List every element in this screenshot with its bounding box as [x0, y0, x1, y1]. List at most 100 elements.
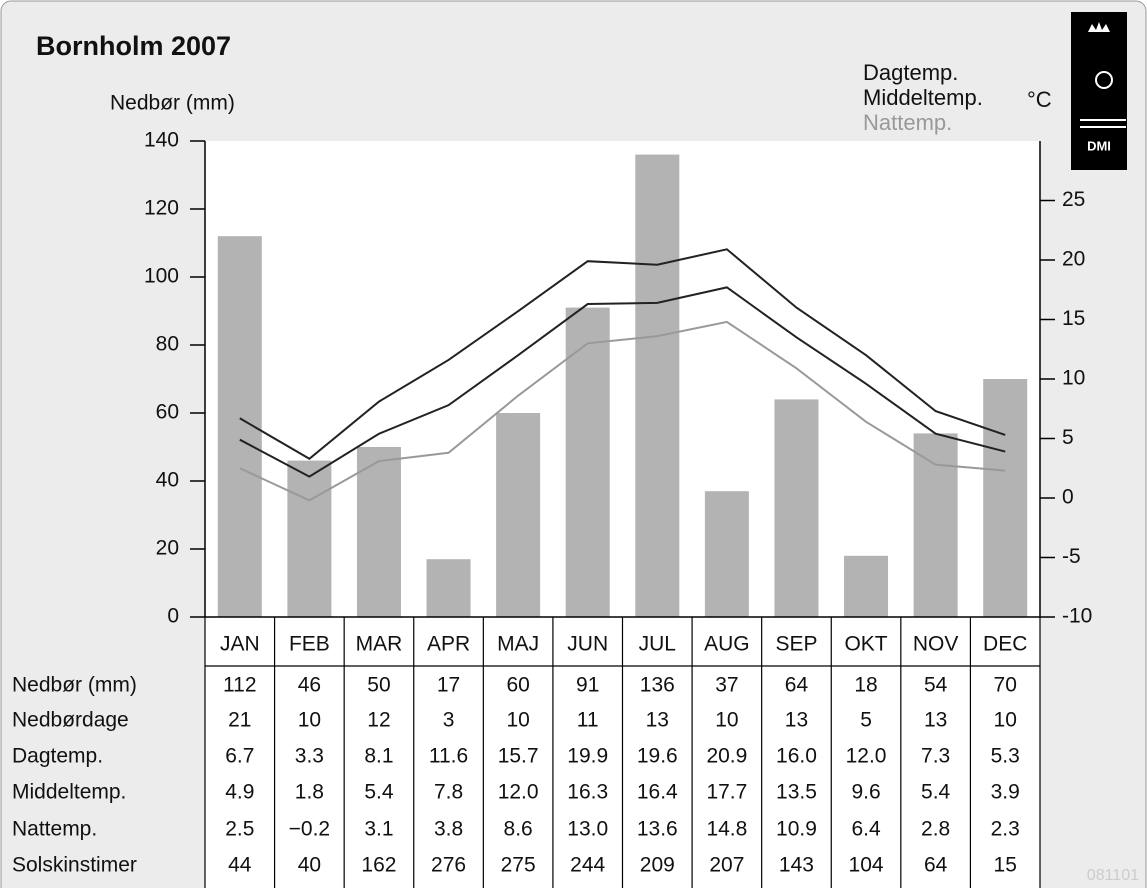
temp-line: [239, 286, 1006, 478]
y-tick-label: 40: [156, 469, 179, 492]
table-cell: 19.6: [637, 745, 678, 768]
legend-label: Nattemp.: [863, 110, 952, 135]
table-cell: 6.7: [225, 745, 254, 768]
table-cell: 17: [437, 674, 460, 697]
table-cell: 3.9: [991, 781, 1020, 804]
code: 081101: [1087, 867, 1139, 884]
bar: [287, 460, 332, 617]
sun-icon: [1095, 71, 1113, 89]
table-cell: 162: [361, 854, 396, 877]
table-cell: 2.5: [225, 818, 254, 841]
y2-tick-label: -5: [1062, 545, 1081, 568]
table-cell: 5: [860, 709, 872, 732]
bar: [774, 399, 819, 617]
y2-tick-label: 20: [1062, 248, 1085, 271]
table-cell: 16.0: [776, 745, 817, 768]
table-cell: 2.3: [991, 818, 1020, 841]
y2-tick-label: 10: [1062, 367, 1085, 390]
table-cell: 10: [994, 709, 1017, 732]
table-cell: 2.8: [921, 818, 950, 841]
x-tick-label: OKT: [844, 633, 887, 656]
bar: [704, 491, 749, 617]
y2-tick-label: 5: [1062, 426, 1074, 449]
legend-label: Dagtemp.: [863, 60, 958, 85]
logo-text: DMI: [1087, 138, 1111, 153]
table-cell: 276: [431, 854, 466, 877]
row-label: Middeltemp.: [12, 781, 126, 804]
bar: [496, 413, 541, 617]
x-tick-label: JUL: [639, 633, 676, 656]
x-tick-label: FEB: [289, 633, 330, 656]
table-cell: 13: [785, 709, 808, 732]
table-cell: 70: [994, 674, 1017, 697]
bar: [565, 307, 610, 617]
table-cell: 6.4: [851, 818, 881, 841]
row-label: Nedbørdage: [12, 709, 129, 732]
table-cell: 11.6: [429, 745, 468, 768]
y-axis-label: Nedbør (mm): [110, 92, 235, 115]
y-tick-label: 100: [144, 265, 179, 288]
table-cell: 7.8: [434, 781, 463, 804]
table-cell: 37: [715, 674, 738, 697]
table-cell: 18: [854, 674, 877, 697]
table-cell: 13.0: [567, 818, 608, 841]
table-cell: 8.6: [504, 818, 533, 841]
table-cell: 12: [367, 709, 390, 732]
table-cell: 1.8: [295, 781, 324, 804]
table-cell: 10.9: [776, 818, 817, 841]
table-cell: 17.7: [706, 781, 747, 804]
temp-line: [239, 320, 1006, 502]
table-cell: 244: [570, 854, 605, 877]
table-cell: 15.7: [498, 745, 539, 768]
x-tick-label: JAN: [220, 633, 260, 656]
y2-tick-label: 25: [1062, 188, 1085, 211]
table-cell: 13: [924, 709, 947, 732]
chart-title: Bornholm 2007: [36, 31, 231, 61]
table-cell: 91: [576, 674, 599, 697]
table-cell: 64: [785, 674, 809, 697]
logo-box: [1071, 12, 1127, 170]
x-tick-label: MAR: [356, 633, 403, 656]
table-cell: 11: [577, 709, 599, 732]
row-label: Solskinstimer: [12, 854, 137, 877]
table-cell: 40: [298, 854, 321, 877]
bar: [844, 555, 889, 617]
table-cell: 19.9: [567, 745, 608, 768]
y-tick-label: 120: [144, 197, 179, 220]
bar: [913, 433, 958, 617]
table-cell: 4.9: [225, 781, 254, 804]
bar: [983, 379, 1028, 617]
table-cell: 16.3: [567, 781, 608, 804]
table-cell: 112: [223, 674, 256, 697]
table-cell: 3: [443, 709, 455, 732]
y-tick-label: 20: [156, 537, 179, 560]
legend-label: Middeltemp.: [863, 85, 983, 110]
y2-axis-label: °C: [1027, 87, 1052, 112]
x-tick-label: NOV: [913, 633, 959, 656]
y2-tick-label: 0: [1062, 486, 1074, 509]
table-cell: 207: [709, 854, 744, 877]
table-cell: 104: [849, 854, 884, 877]
table-cell: 54: [924, 674, 948, 697]
bar: [356, 447, 401, 617]
table-cell: 10: [506, 709, 529, 732]
table-cell: 5.4: [364, 781, 394, 804]
row-label: Nattemp.: [12, 818, 97, 841]
x-tick-label: DEC: [983, 633, 1027, 656]
table-cell: 12.0: [846, 745, 887, 768]
y-tick-label: 0: [167, 605, 179, 628]
table-cell: 60: [506, 674, 529, 697]
table-cell: 9.6: [851, 781, 880, 804]
table-cell: 16.4: [637, 781, 678, 804]
table-cell: 10: [715, 709, 738, 732]
row-label: Dagtemp.: [12, 745, 103, 768]
x-tick-label: JUN: [567, 633, 608, 656]
y-tick-label: 140: [144, 129, 179, 152]
table-cell: 7.3: [921, 745, 950, 768]
table-cell: 3.1: [364, 818, 393, 841]
table-cell: 15: [994, 854, 1017, 877]
table-cell: 13.6: [637, 818, 678, 841]
table-cell: 46: [298, 674, 321, 697]
x-tick-label: MAJ: [497, 633, 539, 656]
